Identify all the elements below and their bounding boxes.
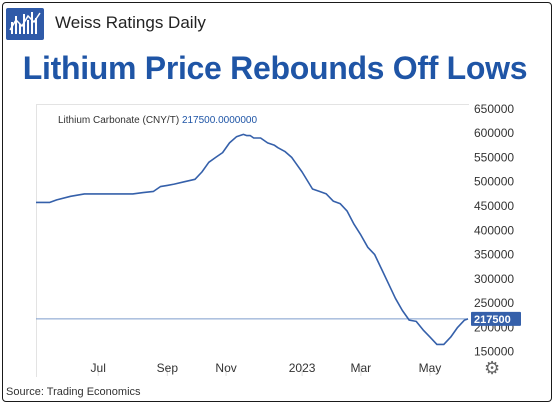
x-tick-label: Nov [215,361,236,375]
legend: Lithium Carbonate (CNY/T) 217500.0000000 [54,113,262,128]
bar-chart-logo-icon [6,8,44,40]
last-value-label: 217500 [474,314,511,326]
x-tick-label: Jul [91,361,106,375]
y-tick-label: 650000 [474,102,514,116]
chart-card [2,2,552,402]
series-line [36,133,469,346]
gear-icon[interactable]: ⚙ [484,358,501,378]
y-tick-label: 600000 [474,126,514,140]
y-tick-label: 500000 [474,175,514,189]
x-tick-label: 2023 [289,361,316,375]
plot-area [36,104,469,377]
y-tick-label: 400000 [474,223,514,237]
last-value-badge: 217500 [471,311,521,326]
legend-label: Lithium Carbonate (CNY/T) [58,115,180,126]
y-tick-label: 250000 [474,296,514,310]
y-tick-label: 150000 [474,345,514,359]
y-tick-label: 550000 [474,150,514,164]
y-tick-label: 450000 [474,199,514,213]
page-title: Lithium Price Rebounds Off Lows [22,50,528,86]
x-tick-label: Mar [351,361,372,375]
legend-value: 217500.0000000 [181,115,258,126]
y-tick-label: 350000 [474,248,514,262]
x-tick-label: May [419,361,442,375]
source-note: Source: Trading Economics [6,386,141,398]
brand-name: Weiss Ratings Daily [55,13,206,32]
x-tick-label: Sep [157,361,179,375]
y-tick-label: 300000 [474,272,514,286]
